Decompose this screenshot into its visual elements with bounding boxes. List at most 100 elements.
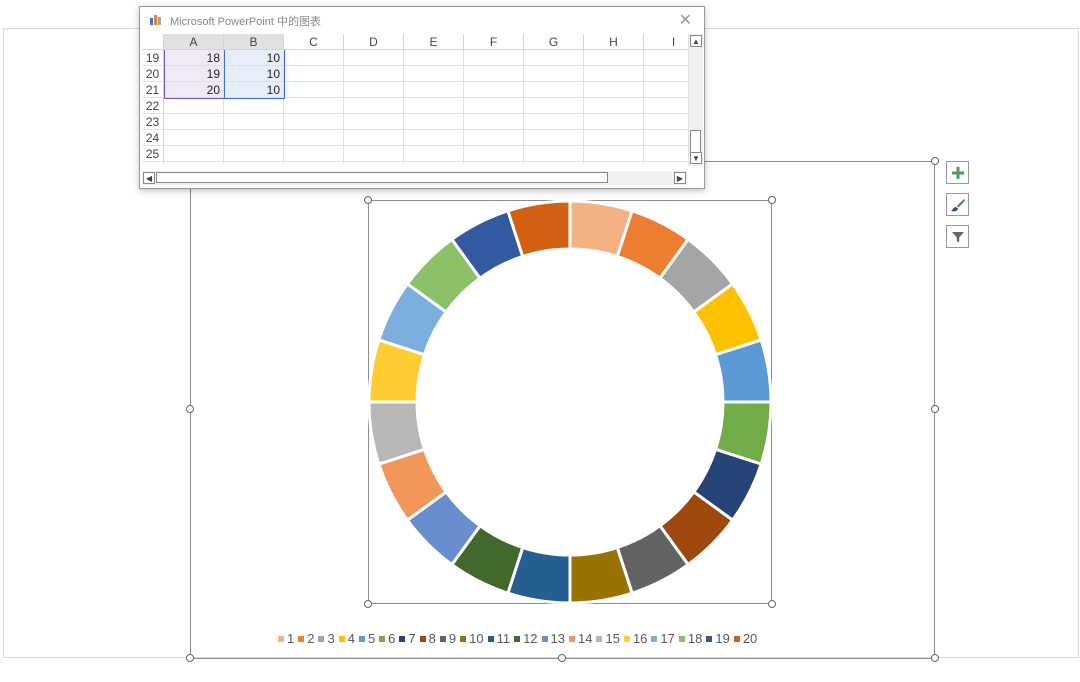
legend-item[interactable]: 15 [596,631,620,646]
table-cell[interactable] [524,66,584,82]
legend-item[interactable]: 13 [541,631,565,646]
legend-item[interactable]: 19 [706,631,730,646]
table-cell[interactable] [584,130,644,146]
column-header[interactable]: B [224,34,284,50]
table-cell[interactable] [464,82,524,98]
donut-chart[interactable] [368,200,772,604]
table-cell[interactable] [404,50,464,66]
table-cell[interactable] [524,146,584,162]
cell-b[interactable]: 10 [224,82,284,98]
row-header[interactable]: 20 [142,66,164,82]
table-cell[interactable] [284,130,344,146]
row-header[interactable]: 26 [142,162,164,164]
table-cell[interactable] [404,98,464,114]
legend-item[interactable]: 2 [298,631,314,646]
table-cell[interactable] [584,98,644,114]
resize-handle[interactable] [558,654,566,662]
plot-resize-handle[interactable] [364,196,372,204]
legend-item[interactable]: 18 [678,631,702,646]
cell-a[interactable] [164,146,224,162]
table-cell[interactable] [524,50,584,66]
legend-item[interactable]: 3 [318,631,335,646]
plot-resize-handle[interactable] [768,600,776,608]
row-header[interactable]: 24 [142,130,164,146]
row-header[interactable]: 19 [142,50,164,66]
column-header[interactable]: D [344,34,404,50]
table-cell[interactable] [464,98,524,114]
legend-item[interactable]: 7 [399,631,416,646]
resize-handle[interactable] [186,654,194,662]
plot-resize-handle[interactable] [768,196,776,204]
table-cell[interactable] [584,50,644,66]
donut-slice-20[interactable] [505,200,572,259]
legend-item[interactable]: 12 [514,631,538,646]
table-cell[interactable] [644,130,688,146]
table-cell[interactable] [524,162,584,164]
scroll-down-icon[interactable]: ▼ [690,152,702,164]
column-header[interactable]: C [284,34,344,50]
cell-a[interactable] [164,98,224,114]
table-cell[interactable] [464,162,524,164]
cell-b[interactable]: 10 [224,66,284,82]
table-cell[interactable] [584,162,644,164]
table-cell[interactable] [644,146,688,162]
plot-resize-handle[interactable] [364,600,372,608]
table-cell[interactable] [344,114,404,130]
table-cell[interactable] [284,50,344,66]
chart-styles-button[interactable] [946,193,969,216]
table-cell[interactable] [464,146,524,162]
resize-handle[interactable] [186,405,194,413]
horizontal-scrollbar[interactable]: ◀ ▶ [142,171,688,185]
cell-a[interactable] [164,162,224,164]
legend-item[interactable]: 10 [460,631,484,646]
resize-handle[interactable] [931,157,939,165]
table-cell[interactable] [524,130,584,146]
table-cell[interactable] [284,82,344,98]
cell-b[interactable] [224,162,284,164]
table-cell[interactable] [584,82,644,98]
table-cell[interactable] [524,114,584,130]
cell-a[interactable]: 20 [164,82,224,98]
table-cell[interactable] [524,82,584,98]
column-header[interactable]: F [464,34,524,50]
cell-b[interactable] [224,130,284,146]
legend-item[interactable]: 4 [338,631,355,646]
table-cell[interactable] [404,114,464,130]
table-cell[interactable] [464,66,524,82]
excel-titlebar[interactable]: Microsoft PowerPoint 中的图表 ✕ [140,7,704,33]
chart-elements-button[interactable] [946,161,969,184]
legend-item[interactable]: 16 [623,631,647,646]
table-cell[interactable] [524,98,584,114]
column-header[interactable]: H [584,34,644,50]
table-cell[interactable] [584,146,644,162]
vertical-scrollbar[interactable]: ▲ ▼ [688,34,703,166]
scroll-up-icon[interactable]: ▲ [690,35,702,47]
column-header[interactable]: I [644,34,688,50]
close-icon[interactable]: ✕ [678,12,692,29]
cell-a[interactable] [164,130,224,146]
table-cell[interactable] [284,98,344,114]
cell-b[interactable] [224,146,284,162]
legend-item[interactable]: 5 [358,631,375,646]
legend-item[interactable]: 9 [439,631,456,646]
table-cell[interactable] [644,82,688,98]
table-cell[interactable] [584,66,644,82]
cell-b[interactable] [224,98,284,114]
legend-item[interactable]: 20 [733,631,757,646]
table-cell[interactable] [344,98,404,114]
cell-a[interactable]: 19 [164,66,224,82]
legend-item[interactable]: 17 [651,631,675,646]
table-cell[interactable] [284,66,344,82]
table-cell[interactable] [404,162,464,164]
column-header[interactable]: G [524,34,584,50]
table-cell[interactable] [284,114,344,130]
cell-a[interactable] [164,114,224,130]
table-cell[interactable] [344,162,404,164]
table-cell[interactable] [464,114,524,130]
table-cell[interactable] [344,66,404,82]
legend-item[interactable]: 14 [569,631,592,646]
row-header[interactable]: 23 [142,114,164,130]
table-cell[interactable] [344,146,404,162]
chart-filters-button[interactable] [946,225,969,248]
table-cell[interactable] [464,50,524,66]
